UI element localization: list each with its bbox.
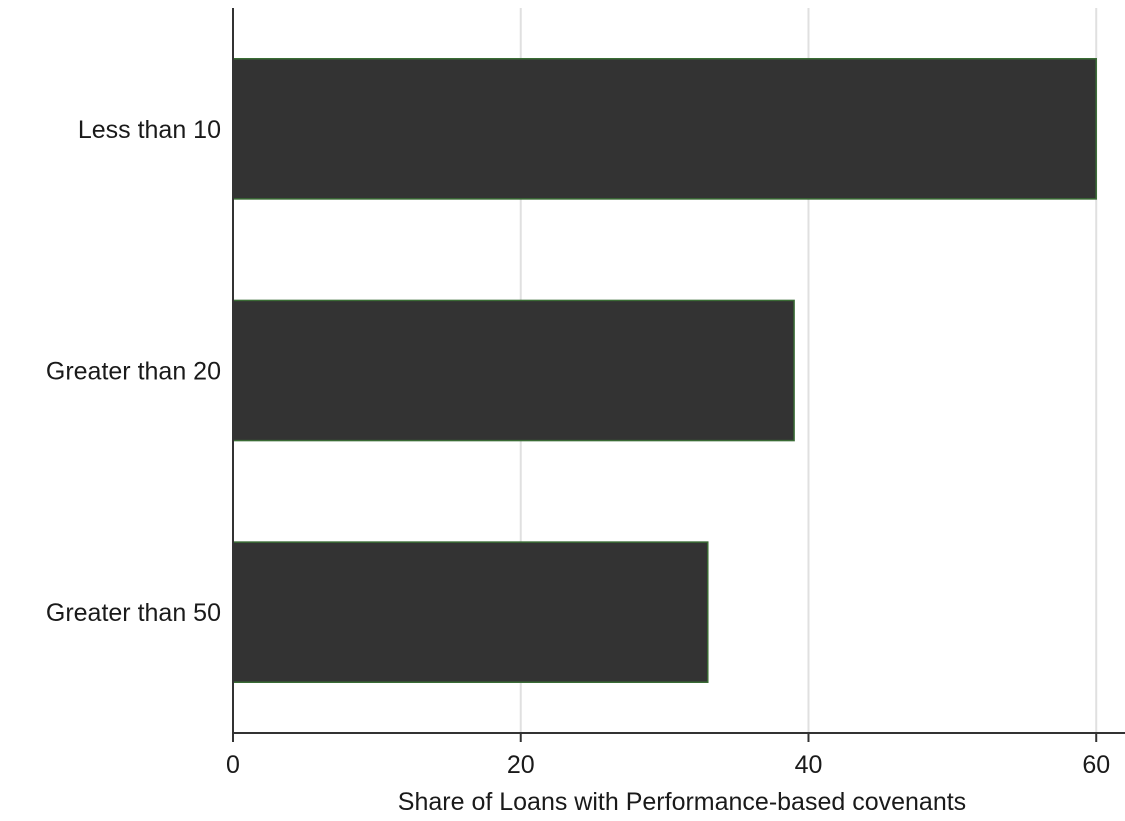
category-label: Greater than 50 [46, 599, 221, 627]
x-tick-label: 40 [795, 751, 823, 779]
bars [232, 58, 1097, 683]
labels: Less than 10 Greater than 20 Greater than … [46, 116, 1110, 779]
bar-0 [232, 58, 1097, 200]
axes [232, 8, 1125, 742]
category-label: Less than 10 [78, 116, 221, 144]
x-axis-title: Share of Loans with Performance-based co… [398, 788, 966, 816]
x-tick-label: 60 [1082, 751, 1110, 779]
bar-1 [232, 299, 795, 442]
bar-2 [232, 541, 709, 683]
x-tick-label: 20 [507, 751, 535, 779]
x-tick-label: 0 [226, 751, 240, 779]
category-label: Greater than 20 [46, 358, 221, 386]
